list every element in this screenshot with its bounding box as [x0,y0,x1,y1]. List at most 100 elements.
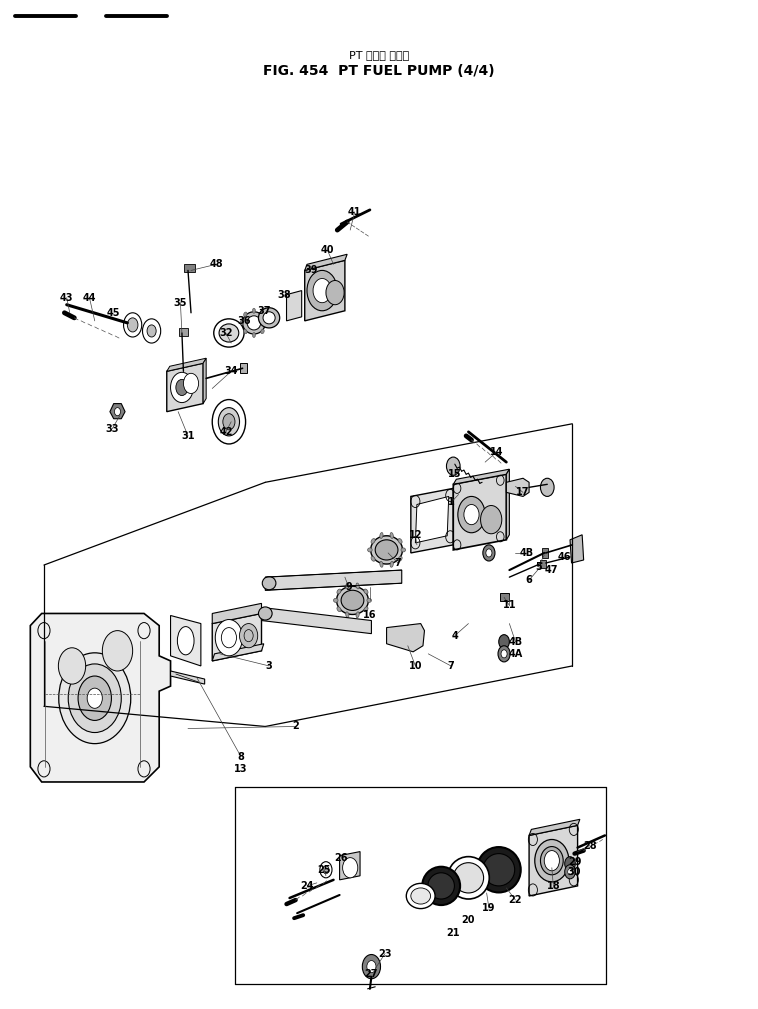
Ellipse shape [453,863,484,893]
Text: 27: 27 [365,969,378,979]
Text: 14: 14 [490,447,503,457]
Circle shape [223,414,235,430]
Text: 26: 26 [334,853,348,863]
Polygon shape [287,291,302,321]
Circle shape [486,549,492,557]
Circle shape [362,955,381,979]
Ellipse shape [371,536,402,564]
Text: 32: 32 [219,328,233,338]
Circle shape [183,373,199,394]
Circle shape [176,379,188,396]
Polygon shape [171,615,201,666]
Ellipse shape [177,627,194,655]
Polygon shape [453,474,506,550]
Polygon shape [262,607,371,634]
Polygon shape [265,570,402,590]
Ellipse shape [346,583,349,589]
Ellipse shape [398,539,402,544]
Polygon shape [340,852,360,880]
Circle shape [147,325,156,337]
Text: 17: 17 [516,487,530,497]
Ellipse shape [240,321,244,325]
Text: 25: 25 [318,865,331,875]
Ellipse shape [243,329,247,334]
Ellipse shape [341,590,364,610]
Ellipse shape [334,598,338,602]
Text: 3: 3 [266,661,272,671]
Bar [542,548,548,558]
Circle shape [565,857,575,871]
Polygon shape [110,404,125,419]
Text: 31: 31 [181,431,195,441]
Text: FIG. 454  PT FUEL PUMP (4/4): FIG. 454 PT FUEL PUMP (4/4) [263,64,495,78]
Ellipse shape [375,540,398,560]
Ellipse shape [59,653,130,744]
Circle shape [320,862,332,878]
Ellipse shape [261,312,265,317]
Ellipse shape [371,556,375,561]
Circle shape [58,648,86,684]
Text: 23: 23 [378,948,392,959]
Polygon shape [570,535,584,563]
Ellipse shape [337,606,341,611]
Ellipse shape [258,308,280,328]
Circle shape [143,319,161,343]
Circle shape [464,504,479,525]
Text: 6: 6 [526,575,532,585]
Ellipse shape [406,884,435,909]
Polygon shape [529,819,580,835]
Ellipse shape [368,548,372,552]
Ellipse shape [398,556,402,561]
Text: 38: 38 [277,290,291,300]
Polygon shape [411,488,453,553]
Text: 19: 19 [482,903,496,913]
Polygon shape [171,671,205,684]
Circle shape [323,866,329,874]
Ellipse shape [422,867,460,905]
Bar [500,593,509,601]
Ellipse shape [356,583,359,589]
Ellipse shape [390,533,393,539]
Polygon shape [415,496,449,543]
Text: 8: 8 [237,752,245,762]
Ellipse shape [367,598,371,602]
Text: 7: 7 [448,661,454,671]
Text: 40: 40 [321,245,334,255]
Ellipse shape [411,888,431,904]
Ellipse shape [346,611,349,618]
Ellipse shape [540,847,563,875]
Text: 7: 7 [395,558,401,568]
Ellipse shape [371,539,375,544]
Bar [179,328,188,336]
Ellipse shape [243,312,265,334]
Ellipse shape [380,561,383,567]
Ellipse shape [447,857,490,899]
Polygon shape [506,469,509,540]
Circle shape [446,457,460,475]
Text: 24: 24 [300,881,314,891]
Polygon shape [212,603,262,624]
Text: 45: 45 [107,308,121,318]
Polygon shape [305,260,345,321]
Polygon shape [167,363,203,412]
Ellipse shape [337,586,368,614]
Text: 29: 29 [568,857,581,867]
Text: 42: 42 [219,427,233,437]
Text: 4A: 4A [509,649,522,659]
Ellipse shape [535,839,568,882]
Ellipse shape [364,606,368,611]
Text: 34: 34 [224,366,238,376]
Bar [540,560,546,568]
Ellipse shape [337,589,341,594]
Circle shape [483,545,495,561]
Circle shape [114,408,121,416]
Polygon shape [212,613,262,661]
Circle shape [367,961,376,973]
Ellipse shape [265,321,268,325]
Text: 4B: 4B [509,637,522,647]
Ellipse shape [356,611,359,618]
Circle shape [218,408,240,436]
Text: 44: 44 [83,293,96,303]
Text: 16: 16 [363,610,377,621]
Ellipse shape [428,873,454,899]
